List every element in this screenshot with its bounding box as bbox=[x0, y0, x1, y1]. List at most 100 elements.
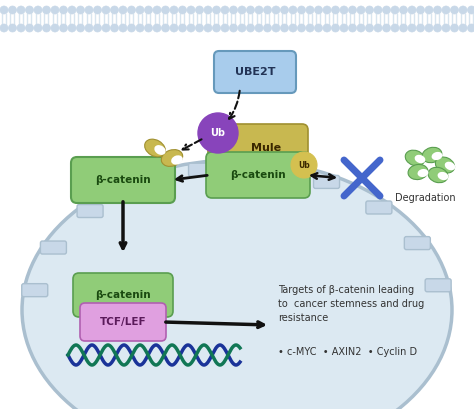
FancyBboxPatch shape bbox=[40, 241, 66, 254]
Circle shape bbox=[357, 6, 365, 14]
Circle shape bbox=[272, 6, 280, 14]
FancyBboxPatch shape bbox=[313, 175, 339, 189]
Circle shape bbox=[391, 6, 399, 14]
Ellipse shape bbox=[432, 152, 442, 160]
Text: TCF/LEF: TCF/LEF bbox=[100, 317, 146, 327]
Circle shape bbox=[365, 24, 374, 32]
Circle shape bbox=[450, 6, 458, 14]
Ellipse shape bbox=[445, 162, 455, 170]
Circle shape bbox=[434, 6, 441, 14]
Circle shape bbox=[0, 6, 8, 14]
Circle shape bbox=[119, 6, 127, 14]
Circle shape bbox=[442, 6, 450, 14]
Circle shape bbox=[425, 24, 433, 32]
Circle shape bbox=[365, 6, 374, 14]
Circle shape bbox=[102, 24, 110, 32]
Circle shape bbox=[315, 6, 322, 14]
FancyBboxPatch shape bbox=[206, 152, 310, 198]
Ellipse shape bbox=[438, 172, 448, 180]
Circle shape bbox=[76, 24, 84, 32]
FancyBboxPatch shape bbox=[77, 204, 103, 218]
FancyBboxPatch shape bbox=[22, 284, 48, 297]
Circle shape bbox=[204, 6, 212, 14]
Circle shape bbox=[255, 24, 263, 32]
Circle shape bbox=[9, 24, 17, 32]
Circle shape bbox=[198, 113, 238, 153]
Circle shape bbox=[238, 24, 246, 32]
Circle shape bbox=[246, 24, 255, 32]
Circle shape bbox=[170, 24, 178, 32]
Circle shape bbox=[340, 24, 348, 32]
Circle shape bbox=[467, 6, 474, 14]
Ellipse shape bbox=[171, 155, 183, 165]
Circle shape bbox=[229, 6, 237, 14]
Circle shape bbox=[110, 6, 118, 14]
FancyBboxPatch shape bbox=[404, 236, 430, 249]
Circle shape bbox=[93, 24, 101, 32]
FancyBboxPatch shape bbox=[208, 124, 308, 172]
FancyBboxPatch shape bbox=[189, 163, 215, 176]
Circle shape bbox=[264, 6, 272, 14]
Circle shape bbox=[425, 6, 433, 14]
Circle shape bbox=[298, 6, 306, 14]
Circle shape bbox=[323, 24, 331, 32]
Circle shape bbox=[195, 6, 203, 14]
Circle shape bbox=[306, 24, 314, 32]
Circle shape bbox=[298, 24, 306, 32]
Circle shape bbox=[76, 6, 84, 14]
Circle shape bbox=[357, 24, 365, 32]
Circle shape bbox=[136, 6, 144, 14]
Circle shape bbox=[246, 6, 255, 14]
Circle shape bbox=[306, 6, 314, 14]
Circle shape bbox=[145, 24, 153, 32]
Ellipse shape bbox=[436, 157, 455, 173]
Circle shape bbox=[459, 24, 467, 32]
Circle shape bbox=[85, 6, 93, 14]
Circle shape bbox=[400, 6, 408, 14]
Circle shape bbox=[459, 6, 467, 14]
Ellipse shape bbox=[405, 150, 425, 166]
Circle shape bbox=[128, 24, 136, 32]
Circle shape bbox=[323, 6, 331, 14]
Circle shape bbox=[417, 24, 425, 32]
FancyBboxPatch shape bbox=[366, 201, 392, 214]
Circle shape bbox=[281, 24, 289, 32]
Circle shape bbox=[212, 24, 220, 32]
Circle shape bbox=[383, 6, 391, 14]
Circle shape bbox=[229, 24, 237, 32]
Circle shape bbox=[340, 6, 348, 14]
Circle shape bbox=[289, 6, 297, 14]
Circle shape bbox=[348, 24, 356, 32]
Circle shape bbox=[289, 24, 297, 32]
Circle shape bbox=[153, 24, 161, 32]
FancyBboxPatch shape bbox=[71, 157, 175, 203]
Circle shape bbox=[43, 24, 51, 32]
FancyBboxPatch shape bbox=[80, 303, 166, 341]
Circle shape bbox=[68, 24, 76, 32]
Circle shape bbox=[136, 24, 144, 32]
Circle shape bbox=[179, 6, 186, 14]
Ellipse shape bbox=[161, 150, 182, 166]
Circle shape bbox=[153, 6, 161, 14]
Circle shape bbox=[450, 24, 458, 32]
Text: Ub: Ub bbox=[210, 128, 226, 138]
Circle shape bbox=[331, 24, 339, 32]
Circle shape bbox=[68, 6, 76, 14]
Circle shape bbox=[170, 6, 178, 14]
Circle shape bbox=[179, 24, 186, 32]
Ellipse shape bbox=[415, 155, 425, 163]
Circle shape bbox=[162, 6, 170, 14]
Circle shape bbox=[315, 24, 322, 32]
Ellipse shape bbox=[422, 147, 442, 163]
Circle shape bbox=[212, 6, 220, 14]
Circle shape bbox=[34, 6, 42, 14]
Circle shape bbox=[331, 6, 339, 14]
FancyBboxPatch shape bbox=[425, 279, 451, 292]
Circle shape bbox=[9, 6, 17, 14]
Text: β-catenin: β-catenin bbox=[230, 170, 286, 180]
Circle shape bbox=[408, 6, 416, 14]
Text: UBE2T: UBE2T bbox=[235, 67, 275, 77]
Ellipse shape bbox=[145, 139, 165, 157]
Circle shape bbox=[442, 24, 450, 32]
Circle shape bbox=[417, 6, 425, 14]
